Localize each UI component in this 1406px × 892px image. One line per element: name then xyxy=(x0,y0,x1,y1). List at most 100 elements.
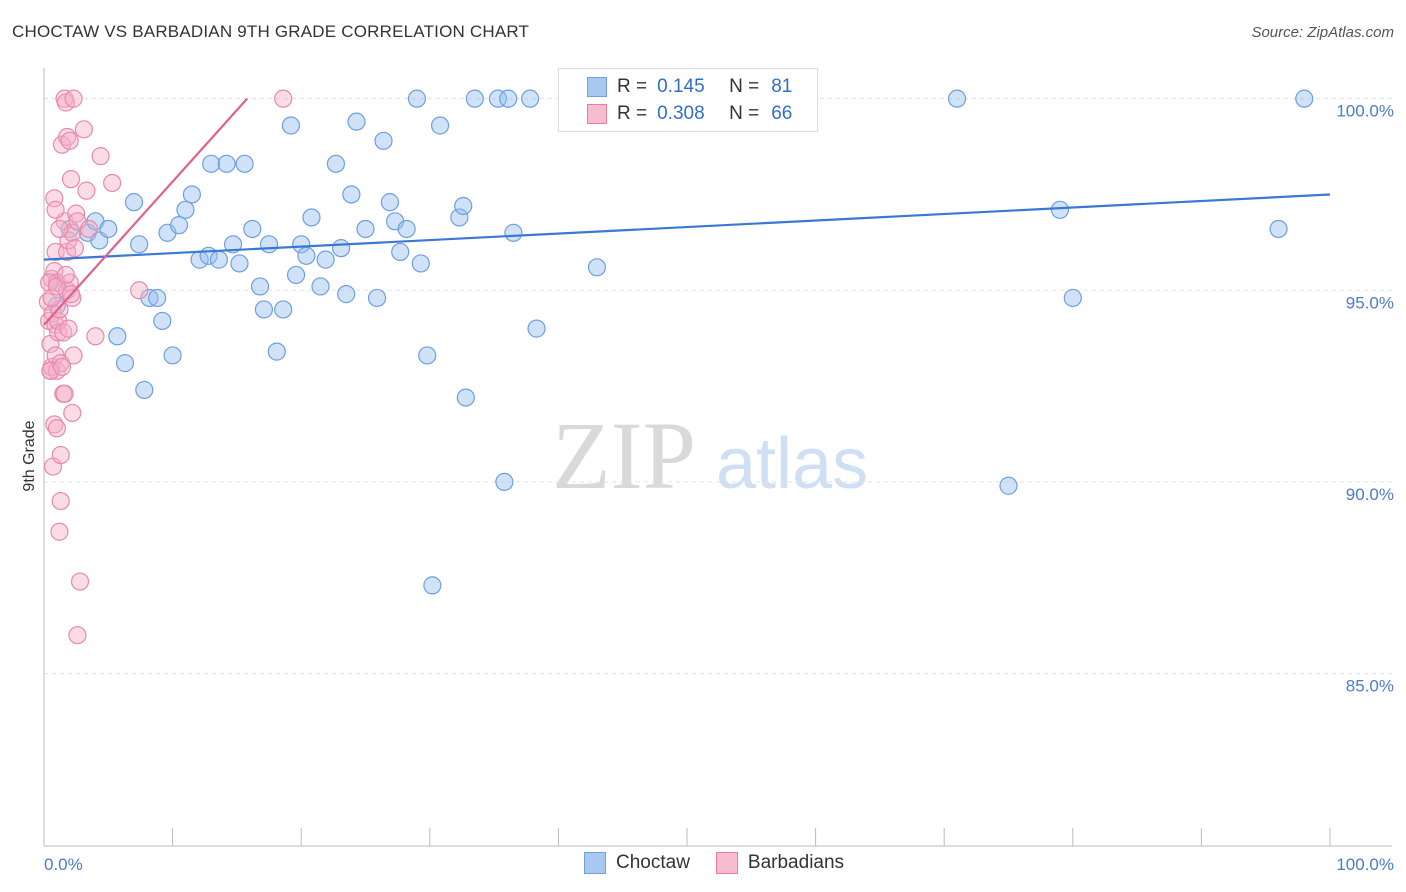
point-choctaw xyxy=(286,265,306,285)
series-label-barbadians: Barbadians xyxy=(747,852,845,873)
point-barbadians xyxy=(45,189,64,208)
series-legend: Choctaw Barbadians xyxy=(584,852,870,874)
point-barbadians xyxy=(70,572,90,591)
point-choctaw xyxy=(337,285,356,304)
point-choctaw xyxy=(1269,219,1288,239)
watermark-zip: ZIP xyxy=(552,402,696,509)
point-barbadians xyxy=(59,319,78,338)
point-barbadians xyxy=(91,147,110,166)
y-tick-label: 90.0% xyxy=(1346,485,1394,504)
point-choctaw xyxy=(281,116,301,135)
series-legend-barbadians[interactable]: Barbadians xyxy=(715,852,845,874)
point-choctaw xyxy=(1050,200,1070,219)
point-choctaw xyxy=(407,89,427,108)
legend-row-choctaw: R = 0.145 N = 81 xyxy=(559,74,792,100)
point-barbadians xyxy=(46,200,65,219)
legend-n-value: 66 xyxy=(771,103,793,124)
point-barbadians xyxy=(74,120,93,139)
point-barbadians xyxy=(45,262,64,281)
point-barbadians xyxy=(64,346,83,365)
point-choctaw xyxy=(169,216,189,235)
point-barbadians xyxy=(56,265,75,285)
grid xyxy=(44,98,1392,675)
point-barbadians xyxy=(41,361,60,380)
point-choctaw xyxy=(1063,288,1082,308)
point-barbadians xyxy=(68,626,87,645)
point-choctaw xyxy=(454,196,473,216)
x-tick-label-max: 100.0% xyxy=(1336,855,1394,874)
point-choctaw xyxy=(423,576,442,595)
series-legend-choctaw[interactable]: Choctaw xyxy=(584,852,690,874)
point-choctaw xyxy=(176,200,195,219)
point-barbadians xyxy=(60,131,79,150)
series-swatch-choctaw xyxy=(584,852,606,874)
series-label-choctaw: Choctaw xyxy=(616,852,690,873)
point-choctaw xyxy=(297,246,316,265)
axes xyxy=(43,68,1392,847)
point-barbadians xyxy=(42,288,61,308)
point-choctaw xyxy=(342,185,361,204)
legend-n-label: N = xyxy=(729,76,760,97)
point-barbadians xyxy=(65,239,84,258)
point-barbadians xyxy=(47,419,66,438)
point-choctaw xyxy=(391,242,410,262)
point-choctaw xyxy=(250,277,270,296)
point-choctaw xyxy=(397,219,416,239)
point-choctaw xyxy=(1295,89,1314,108)
point-choctaw xyxy=(356,219,375,239)
point-choctaw xyxy=(316,250,335,269)
point-choctaw xyxy=(148,288,167,308)
point-barbadians xyxy=(50,522,69,541)
point-barbadians xyxy=(51,445,70,465)
point-barbadians xyxy=(79,219,99,239)
point-choctaw xyxy=(326,154,346,173)
point-barbadians xyxy=(86,327,105,346)
point-barbadians xyxy=(50,219,69,239)
point-choctaw xyxy=(163,346,182,365)
point-choctaw xyxy=(999,476,1018,495)
legend-n-value: 81 xyxy=(771,76,793,97)
point-choctaw xyxy=(274,300,293,319)
stats-legend: R = 0.145 N = 81 R = 0.308 N = 66 xyxy=(558,68,818,132)
point-barbadians xyxy=(61,170,81,189)
point-choctaw xyxy=(947,89,967,108)
point-choctaw xyxy=(499,89,518,108)
point-barbadians xyxy=(103,173,122,193)
y-tick-label: 100.0% xyxy=(1336,102,1394,121)
point-choctaw xyxy=(456,388,475,407)
trend-line-barbadians xyxy=(43,97,249,326)
point-choctaw xyxy=(153,311,172,331)
point-choctaw xyxy=(347,112,366,131)
point-barbadians xyxy=(63,403,82,423)
point-choctaw xyxy=(495,472,514,492)
point-choctaw xyxy=(527,319,546,338)
legend-row-barbadians: R = 0.308 N = 66 xyxy=(559,101,792,127)
y-axis-label: 9th Grade xyxy=(21,420,38,491)
point-barbadians xyxy=(130,281,149,300)
point-choctaw xyxy=(587,258,607,277)
legend-r-label: R = xyxy=(617,103,648,124)
y-tick-label: 85.0% xyxy=(1346,677,1394,696)
point-choctaw xyxy=(217,154,236,173)
point-choctaw xyxy=(209,250,228,269)
series-barbadians xyxy=(38,89,293,645)
legend-r-value: 0.145 xyxy=(657,76,705,97)
point-barbadians xyxy=(52,357,72,377)
point-choctaw xyxy=(418,346,437,365)
point-choctaw xyxy=(380,193,400,212)
point-choctaw xyxy=(292,235,311,254)
trend-line-choctaw xyxy=(43,193,1331,261)
legend-r-value: 0.308 xyxy=(657,103,705,124)
point-choctaw xyxy=(99,219,118,239)
point-barbadians xyxy=(55,384,74,403)
point-choctaw xyxy=(140,288,159,308)
legend-swatch-barbadians xyxy=(587,104,607,124)
point-choctaw xyxy=(374,131,393,150)
point-choctaw xyxy=(223,235,243,254)
point-choctaw xyxy=(331,239,351,258)
point-choctaw xyxy=(230,254,249,273)
y-tick-label: 95.0% xyxy=(1346,293,1394,312)
point-choctaw xyxy=(124,193,144,212)
point-choctaw xyxy=(488,89,508,108)
